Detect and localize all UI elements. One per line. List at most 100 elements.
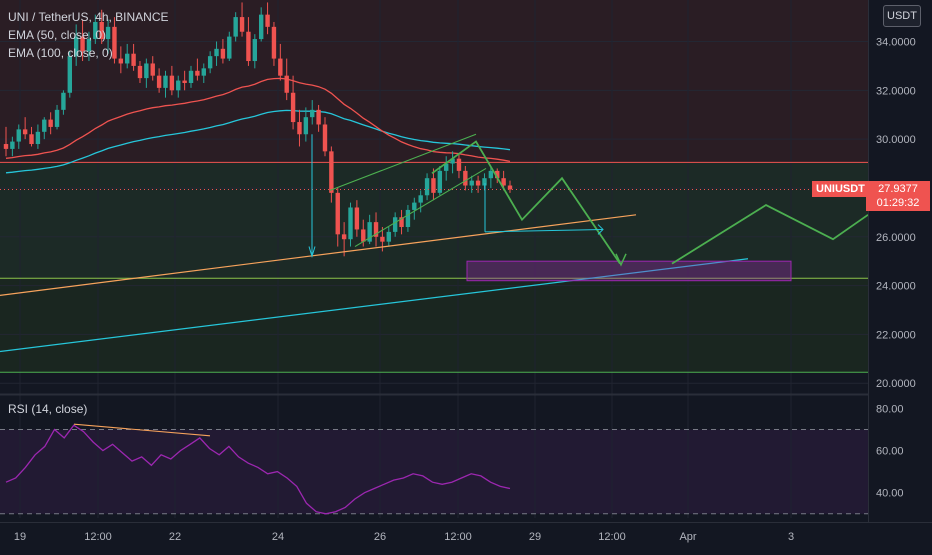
time-tick-label: 3 — [788, 531, 794, 543]
candle-body — [73, 36, 79, 57]
candle-body — [3, 144, 9, 149]
candle-body — [373, 222, 379, 237]
drop-arrow-2-horizontal — [484, 228, 604, 233]
upper-zone-bg — [0, 0, 868, 163]
drop-arrow-1-head — [308, 246, 316, 259]
candle-body — [329, 151, 334, 193]
candle-body — [348, 207, 353, 240]
candle-body — [125, 53, 130, 64]
candle-body — [316, 109, 321, 125]
price-tick-label: 34.0000 — [876, 36, 916, 48]
rsi-divergence-line — [73, 423, 211, 437]
candle-body — [227, 36, 232, 59]
currency-button[interactable]: USDT — [883, 5, 921, 27]
candle-body — [150, 63, 155, 76]
symbol-legend: UNI / TetherUS, 4h, BINANCE EMA (50, clo… — [8, 8, 169, 62]
candle-body — [61, 92, 66, 110]
time-tick-label: 22 — [169, 531, 181, 543]
target-zone — [466, 260, 792, 282]
rsi-tick-label: 40.00 — [876, 488, 904, 500]
support-trendline — [0, 214, 637, 296]
long-trendline — [0, 258, 749, 353]
candle-body — [99, 21, 104, 40]
candle-body — [284, 75, 289, 93]
candle-body — [354, 207, 360, 230]
candle-body — [437, 170, 443, 193]
candle-body — [456, 158, 462, 171]
candle-body — [392, 217, 398, 232]
candle-body — [207, 56, 213, 69]
price-tick-label: 32.0000 — [876, 85, 916, 97]
candle-body — [361, 229, 366, 242]
candle-body — [188, 70, 194, 83]
candle-body — [482, 178, 487, 186]
candle-body — [469, 180, 474, 186]
projection-path-2 — [671, 204, 869, 265]
rsi-line — [5, 424, 511, 515]
last-price-tag: 27.9377 01:29:32 — [866, 181, 930, 211]
rsi-tick-label: 80.00 — [876, 403, 904, 415]
projection-arrow-head — [615, 253, 627, 267]
candle-body — [156, 75, 162, 88]
last-price: 27.9377 — [878, 183, 918, 195]
candle-body — [303, 117, 309, 135]
candle-body — [450, 158, 455, 164]
candle-body — [22, 129, 28, 135]
ema100-legend: EMA (100, close, 0) — [8, 46, 113, 60]
candle-body — [431, 178, 436, 193]
candle-body — [265, 14, 270, 27]
drop-arrow-2-head — [597, 224, 604, 235]
symbol-price-tag: UNIUSDT — [812, 181, 869, 197]
symbol-title: UNI / TetherUS, 4h, BINANCE — [8, 10, 169, 24]
candle-body — [163, 75, 168, 88]
price-tick-label: 24.0000 — [876, 281, 916, 293]
candle-body — [380, 236, 385, 242]
candle-body — [16, 129, 21, 142]
candle-body — [278, 58, 283, 76]
candle-body — [335, 192, 340, 235]
candle-body — [182, 80, 187, 83]
candle-body — [252, 39, 258, 62]
candle-body — [507, 185, 513, 190]
wedge-lower-line — [354, 167, 487, 248]
bar-countdown: 01:29:32 — [876, 197, 920, 209]
candle-body — [386, 231, 391, 242]
candle-body — [144, 63, 149, 79]
lower-zone-bg — [0, 278, 868, 373]
candle-body — [195, 70, 200, 76]
candle-body — [258, 14, 264, 40]
candle-body — [80, 36, 85, 52]
candle-body — [105, 26, 111, 40]
candle-body — [418, 195, 423, 203]
candle-body — [239, 17, 245, 32]
candle-body — [463, 170, 468, 186]
candle-body — [35, 131, 41, 145]
price-tick-label: 26.0000 — [876, 232, 916, 244]
candle-body — [137, 65, 143, 79]
ema50-line — [5, 77, 511, 163]
candle-body — [475, 180, 481, 186]
candle-body — [488, 170, 494, 179]
time-tick-label: 12:00 — [444, 531, 472, 543]
candle-body — [42, 119, 47, 132]
candle-body — [214, 48, 219, 57]
candle-body — [341, 234, 347, 240]
price-tick-label: 20.0000 — [876, 378, 916, 390]
time-axis-bg — [0, 522, 932, 550]
candle-body — [405, 209, 411, 228]
candle-body — [399, 217, 404, 228]
rsi-band — [0, 429, 868, 514]
time-tick-label: 29 — [529, 531, 541, 543]
candle-body — [310, 109, 315, 118]
wedge-upper-line — [329, 133, 477, 191]
ema50-legend: EMA (50, close, 0) — [8, 28, 107, 42]
price-tick-label: 30.0000 — [876, 134, 916, 146]
time-tick-label: 12:00 — [598, 531, 626, 543]
candle-body — [48, 119, 53, 127]
candle-body — [10, 141, 15, 149]
candle-body — [444, 163, 449, 171]
candle-body — [220, 48, 226, 59]
time-tick-label: 12:00 — [84, 531, 112, 543]
